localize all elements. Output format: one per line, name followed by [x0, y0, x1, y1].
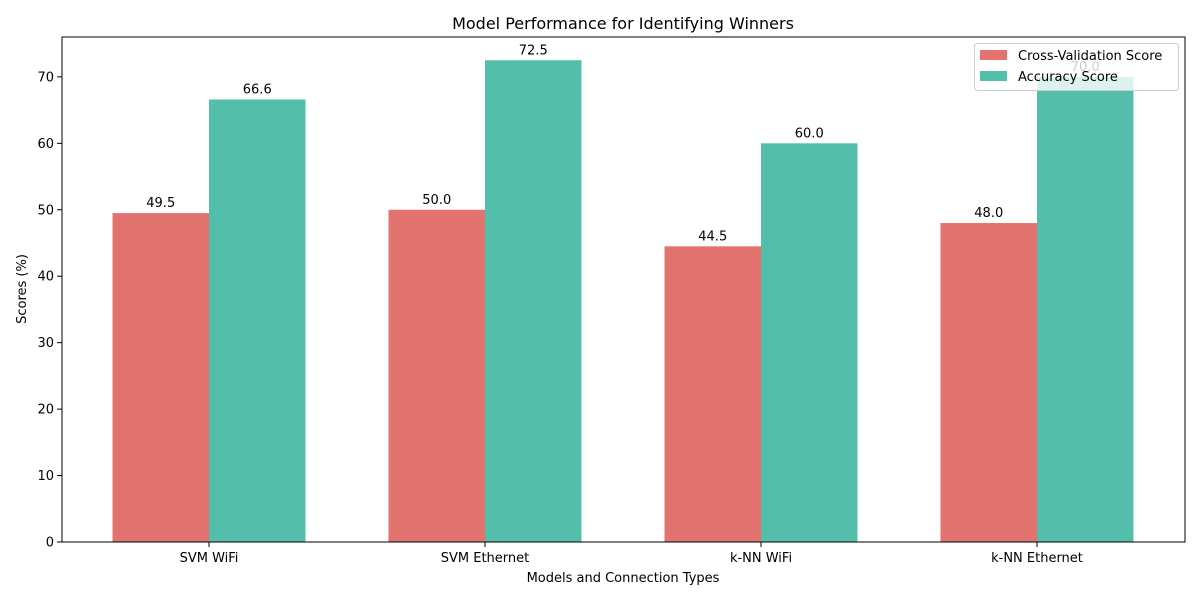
- y-tick-label: 70: [37, 70, 54, 85]
- bar-value-label: 50.0: [422, 193, 451, 208]
- x-axis-label: Models and Connection Types: [527, 571, 720, 586]
- legend-box: [974, 43, 1179, 91]
- x-tick-label: SVM WiFi: [180, 551, 239, 566]
- legend-swatch-cross-validation: [980, 50, 1007, 60]
- bar-value-label: 72.5: [519, 43, 548, 58]
- legend-swatch-accuracy: [980, 71, 1007, 81]
- bars-layer: [112, 60, 1134, 543]
- y-tick-label: 30: [37, 336, 54, 351]
- y-tick-label: 0: [46, 536, 54, 551]
- y-tick-label: 20: [37, 403, 54, 418]
- bar-accuracy-2: [761, 143, 858, 542]
- bar-accuracy-1: [485, 60, 582, 542]
- bar-cross-validation-2: [664, 246, 761, 542]
- bar-cross-validation-0: [112, 213, 209, 543]
- x-axis: SVM WiFi SVM Ethernet k-NN WiFi k-NN Ethern…: [180, 542, 1083, 566]
- legend-label: Accuracy Score: [1018, 70, 1118, 85]
- bar-value-label: 44.5: [698, 229, 727, 244]
- bar-cross-validation-1: [388, 209, 485, 542]
- y-axis-label: Scores (%): [15, 254, 30, 324]
- y-tick-label: 50: [37, 203, 54, 218]
- bar-value-label: 49.5: [146, 196, 175, 211]
- bar-value-label: 48.0: [974, 206, 1003, 221]
- legend: Cross-Validation Score Accuracy Score: [974, 43, 1179, 91]
- bar-value-label: 66.6: [243, 82, 272, 97]
- x-tick-label: k-NN WiFi: [730, 551, 792, 566]
- x-tick-label: SVM Ethernet: [441, 551, 530, 566]
- bar-value-label: 60.0: [795, 126, 824, 141]
- legend-label: Cross-Validation Score: [1018, 49, 1162, 64]
- bar-accuracy-3: [1037, 76, 1134, 543]
- bar-cross-validation-3: [940, 223, 1037, 543]
- y-tick-label: 40: [37, 270, 54, 285]
- chart-title: Model Performance for Identifying Winner…: [452, 14, 794, 33]
- x-tick-label: k-NN Ethernet: [991, 551, 1083, 566]
- plot-frame: [61, 36, 1186, 543]
- y-tick-label: 60: [37, 137, 54, 152]
- y-axis: 0 10 20 30 40 50 60 70: [37, 70, 62, 551]
- y-tick-label: 10: [37, 469, 54, 484]
- bar-accuracy-0: [209, 99, 306, 543]
